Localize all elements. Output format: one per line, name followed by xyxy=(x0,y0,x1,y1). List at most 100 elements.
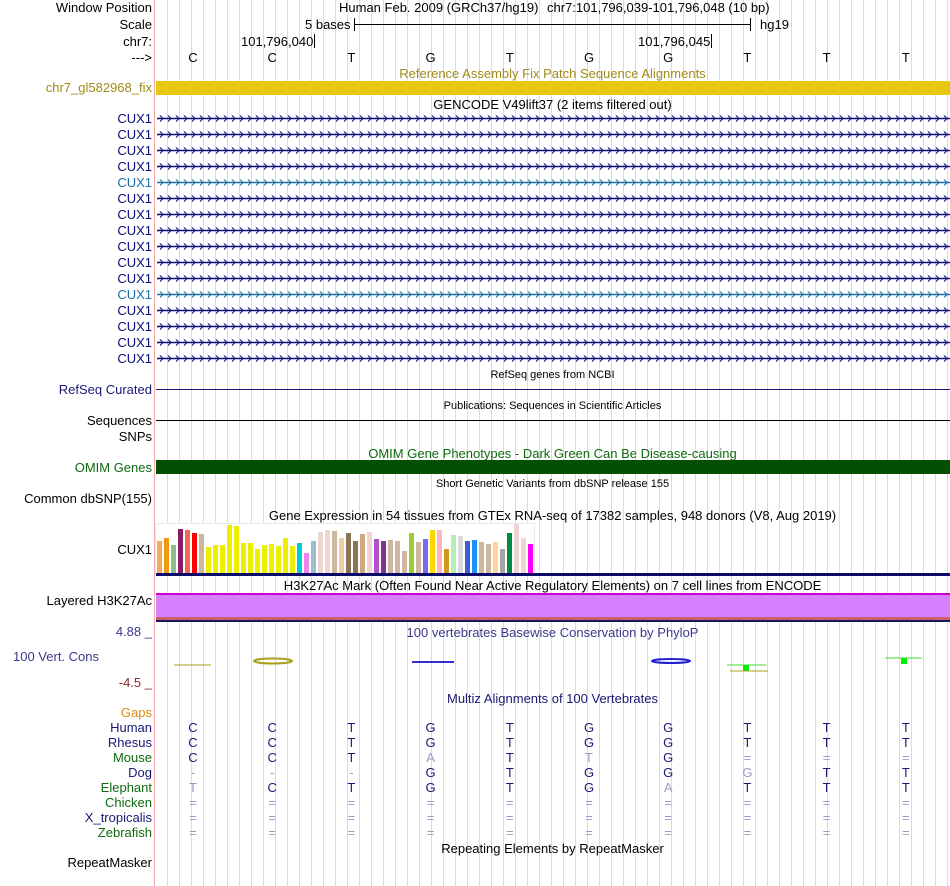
dbsnp-label[interactable]: Common dbSNP(155) xyxy=(24,491,152,506)
gtex-tissue-bar[interactable] xyxy=(528,544,533,574)
gencode-transcript[interactable] xyxy=(157,143,950,157)
multiz-species-label[interactable]: Human xyxy=(110,720,152,735)
gtex-tissue-bar[interactable] xyxy=(486,544,491,574)
gtex-tissue-bar[interactable] xyxy=(171,545,176,574)
gtex-tissue-bar[interactable] xyxy=(157,541,162,574)
gtex-tissue-bar[interactable] xyxy=(283,538,288,574)
gtex-tissue-bar[interactable] xyxy=(332,531,337,574)
gencode-item-label[interactable]: CUX1 xyxy=(117,127,152,142)
gtex-tissue-bar[interactable] xyxy=(192,533,197,574)
gencode-item-label[interactable]: CUX1 xyxy=(117,255,152,270)
gtex-tissue-bar[interactable] xyxy=(241,543,246,574)
omim-label[interactable]: OMIM Genes xyxy=(74,460,152,475)
multiz-species-label[interactable]: Dog xyxy=(128,765,152,780)
gtex-tissue-bar[interactable] xyxy=(416,542,421,574)
gencode-item-label[interactable]: CUX1 xyxy=(117,159,152,174)
gtex-tissue-bar[interactable] xyxy=(514,524,519,574)
gaps-label[interactable]: Gaps xyxy=(120,705,152,720)
gtex-tissue-bar[interactable] xyxy=(220,545,225,574)
gtex-tissue-bar[interactable] xyxy=(206,547,211,574)
gtex-tissue-bar[interactable] xyxy=(213,545,218,574)
gencode-transcript[interactable] xyxy=(157,271,950,285)
gencode-item-label[interactable]: CUX1 xyxy=(117,271,152,286)
gencode-transcript[interactable] xyxy=(157,175,950,189)
gtex-tissue-bar[interactable] xyxy=(388,540,393,574)
gtex-tissue-bar[interactable] xyxy=(493,542,498,574)
gtex-tissue-bar[interactable] xyxy=(451,535,456,574)
multiz-species-label[interactable]: Zebrafish xyxy=(97,825,152,840)
gencode-transcript[interactable] xyxy=(157,127,950,141)
refseq-label[interactable]: RefSeq Curated xyxy=(58,382,152,397)
gtex-tissue-bar[interactable] xyxy=(269,544,274,574)
gtex-tissue-bar[interactable] xyxy=(276,546,281,574)
multiz-species-label[interactable]: Chicken xyxy=(105,795,152,810)
gencode-item-label[interactable]: CUX1 xyxy=(117,223,152,238)
gtex-tissue-bar[interactable] xyxy=(178,529,183,574)
gtex-tissue-bar[interactable] xyxy=(409,533,414,574)
gencode-transcript[interactable] xyxy=(157,319,950,333)
gencode-item-label[interactable]: CUX1 xyxy=(117,207,152,222)
gtex-tissue-bar[interactable] xyxy=(381,541,386,574)
gtex-tissue-bar[interactable] xyxy=(423,539,428,574)
gtex-tissue-bar[interactable] xyxy=(472,540,477,574)
gtex-tissue-bar[interactable] xyxy=(255,549,260,574)
gencode-item-label[interactable]: CUX1 xyxy=(117,351,152,366)
gtex-tissue-bar[interactable] xyxy=(374,539,379,574)
gtex-tissue-bar[interactable] xyxy=(437,530,442,574)
gencode-item-label[interactable]: CUX1 xyxy=(117,111,152,126)
h3k27ac-signal[interactable] xyxy=(156,595,950,617)
multiz-species-label[interactable]: Rhesus xyxy=(107,735,152,750)
gtex-tissue-bar[interactable] xyxy=(367,532,372,574)
gtex-tissue-bar[interactable] xyxy=(339,538,344,574)
gtex-tissue-bar[interactable] xyxy=(395,541,400,574)
multiz-species-label[interactable]: Mouse xyxy=(112,750,152,765)
gtex-tissue-bar[interactable] xyxy=(360,534,365,574)
gtex-tissue-bar[interactable] xyxy=(290,546,295,574)
gtex-tissue-bar[interactable] xyxy=(325,530,330,574)
gtex-tissue-bar[interactable] xyxy=(297,543,302,574)
gencode-transcript[interactable] xyxy=(157,287,950,301)
gencode-transcript[interactable] xyxy=(157,335,950,349)
h3k27ac-label[interactable]: Layered H3K27Ac xyxy=(46,593,152,608)
omim-bar[interactable] xyxy=(156,460,950,474)
gencode-transcript[interactable] xyxy=(157,239,950,253)
gtex-tissue-bar[interactable] xyxy=(234,526,239,574)
gtex-label[interactable]: CUX1 xyxy=(117,542,152,557)
phylop-label[interactable]: 100 Vert. Cons xyxy=(13,649,99,664)
fix-patch-label[interactable]: chr7_gl582968_fix xyxy=(45,80,152,95)
gencode-item-label[interactable]: CUX1 xyxy=(117,175,152,190)
gtex-tissue-bar[interactable] xyxy=(521,538,526,574)
gtex-tissue-bar[interactable] xyxy=(346,533,351,574)
gencode-item-label[interactable]: CUX1 xyxy=(117,239,152,254)
fix-patch-bar[interactable] xyxy=(156,81,950,95)
publications-label[interactable]: Sequences xyxy=(86,413,152,428)
gtex-tissue-bar[interactable] xyxy=(164,538,169,574)
phylop-plot[interactable] xyxy=(155,640,950,680)
gencode-item-label[interactable]: CUX1 xyxy=(117,287,152,302)
multiz-species-label[interactable]: X_tropicalis xyxy=(84,810,152,825)
gtex-tissue-bar[interactable] xyxy=(311,541,316,574)
gencode-item-label[interactable]: CUX1 xyxy=(117,143,152,158)
gtex-chart[interactable] xyxy=(155,523,535,574)
gencode-item-label[interactable]: CUX1 xyxy=(117,335,152,350)
gtex-tissue-bar[interactable] xyxy=(444,549,449,574)
gtex-tissue-bar[interactable] xyxy=(465,541,470,574)
gencode-transcript[interactable] xyxy=(157,207,950,221)
gtex-tissue-bar[interactable] xyxy=(304,553,309,574)
publications-line[interactable] xyxy=(156,420,950,421)
refseq-gene-line[interactable] xyxy=(156,389,950,390)
gencode-item-label[interactable]: CUX1 xyxy=(117,303,152,318)
gtex-tissue-bar[interactable] xyxy=(318,532,323,574)
gtex-tissue-bar[interactable] xyxy=(479,542,484,574)
gtex-tissue-bar[interactable] xyxy=(402,551,407,574)
gencode-item-label[interactable]: CUX1 xyxy=(117,191,152,206)
gencode-transcript[interactable] xyxy=(157,255,950,269)
gencode-transcript[interactable] xyxy=(157,351,950,365)
gtex-tissue-bar[interactable] xyxy=(500,549,505,574)
gencode-transcript[interactable] xyxy=(157,159,950,173)
gencode-transcript[interactable] xyxy=(157,191,950,205)
gencode-transcript[interactable] xyxy=(157,303,950,317)
multiz-species-label[interactable]: Elephant xyxy=(100,780,152,795)
gencode-transcript[interactable] xyxy=(157,223,950,237)
gencode-transcript[interactable] xyxy=(157,111,950,125)
